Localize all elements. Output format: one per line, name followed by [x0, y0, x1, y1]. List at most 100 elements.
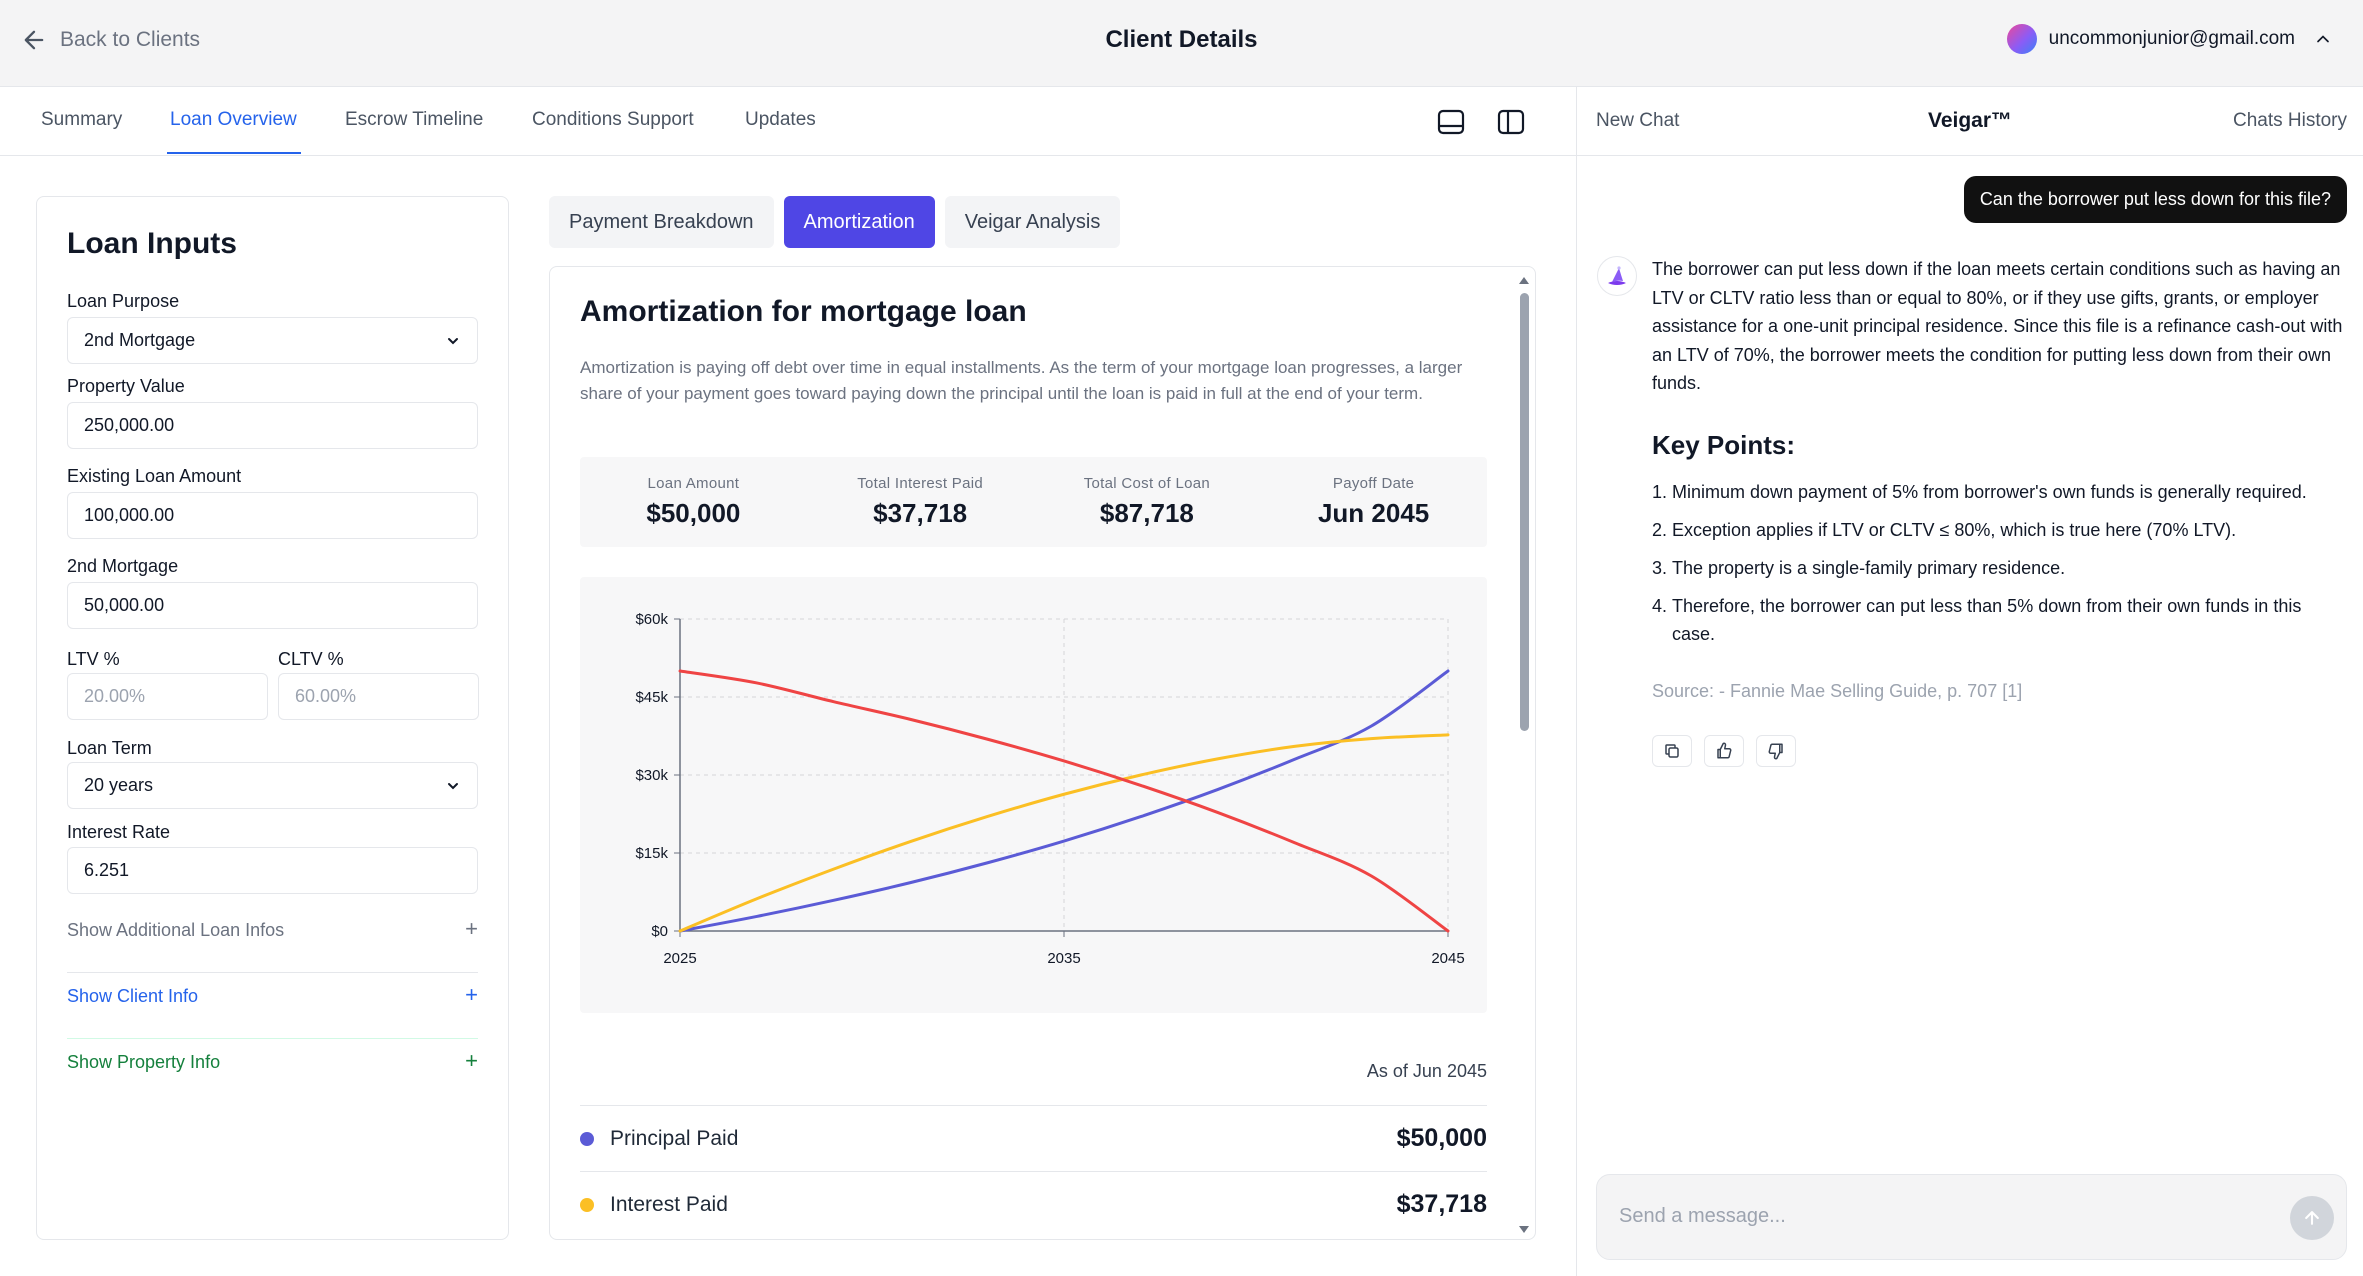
show-property-info-toggle[interactable]: Show Property Info +	[67, 1050, 478, 1073]
loan-term-select[interactable]: 20 years	[67, 762, 478, 809]
copy-button[interactable]	[1652, 735, 1692, 767]
thumbs-down-button[interactable]	[1756, 735, 1796, 767]
list-item: 3. The property is a single-family primar…	[1652, 554, 2346, 582]
show-additional-loan-info-label: Show Additional Loan Infos	[67, 920, 285, 940]
chevron-down-icon	[448, 337, 458, 344]
show-client-info-toggle[interactable]: Show Client Info +	[67, 982, 478, 1007]
plus-icon: +	[465, 982, 478, 1007]
y-tick-label: $60k	[635, 611, 668, 628]
scroll-down-icon[interactable]	[1519, 1226, 1529, 1233]
back-to-clients-link[interactable]: Back to Clients	[20, 26, 200, 54]
interest-paid-line	[678, 733, 1450, 933]
copy-icon	[1665, 744, 1679, 758]
tab-updates[interactable]: Updates	[745, 109, 816, 130]
message-input-placeholder: Send a message...	[1619, 1205, 1786, 1227]
x-tick-label: 2025	[663, 950, 696, 967]
stat-label: Total Interest Paid	[857, 475, 984, 492]
new-chat-button[interactable]: New Chat	[1596, 110, 1680, 131]
subtab-payment-breakdown[interactable]: Payment Breakdown	[549, 196, 774, 248]
list-item: 2. Exception applies if LTV or CLTV ≤ 80%…	[1652, 516, 2346, 544]
arrow-left-icon	[24, 30, 44, 50]
principal-dot	[580, 1131, 594, 1146]
send-button[interactable]	[2290, 1196, 2334, 1240]
show-client-info-label: Show Client Info	[67, 986, 199, 1006]
legend-value: $50,000	[1396, 1124, 1487, 1152]
balance-line	[678, 669, 1450, 933]
y-tick-label: $45k	[635, 689, 668, 706]
legend-interest-row: Interest Paid $37,718	[580, 1171, 1487, 1237]
key-point-text: Minimum down payment of 5% from borrower…	[1672, 482, 2307, 502]
stat-value: $87,718	[1099, 498, 1194, 528]
chats-history-button[interactable]: Chats History	[2232, 110, 2347, 131]
y-tick-label: $0	[651, 923, 668, 940]
key-point-text: Therefore, the borrower can put less tha…	[1672, 596, 2302, 644]
tab-summary[interactable]: Summary	[41, 109, 123, 130]
loan-inputs-title: Loan Inputs	[67, 227, 237, 260]
source-citation: Source: - Fannie Mae Selling Guide, p. 7…	[1652, 681, 2023, 701]
cltv-input[interactable]: 60.00%	[278, 673, 479, 720]
message-actions	[1652, 735, 1796, 767]
second-mortgage-input[interactable]: 50,000.00	[67, 582, 478, 629]
legend-principal-row: Principal Paid $50,000	[580, 1105, 1487, 1171]
amortization-card: Amortization for mortgage loan Amortizat…	[549, 266, 1536, 1240]
amortization-description: Amortization is paying off debt over tim…	[580, 358, 1463, 403]
key-point-text: Exception applies if LTV or CLTV ≤ 80%, …	[1672, 520, 2237, 540]
principal-paid-line	[678, 669, 1450, 933]
amortization-title: Amortization for mortgage loan	[580, 295, 1027, 328]
side-panel-layout-icon[interactable]	[1495, 106, 1527, 138]
key-points-title: Key Points:	[1652, 430, 1796, 460]
subtab-veigar-analysis[interactable]: Veigar Analysis	[944, 196, 1121, 248]
y-tick-label: $15k	[635, 845, 668, 862]
existing-loan-input[interactable]: 100,000.00	[67, 492, 478, 539]
scroll-thumb[interactable]	[1520, 293, 1529, 731]
main-tabs: Summary Loan Overview Escrow Timeline Co…	[0, 87, 1577, 156]
chevron-down-icon	[448, 782, 458, 789]
bottom-panel-layout-icon[interactable]	[1435, 106, 1467, 138]
interest-rate-label: Interest Rate	[67, 822, 171, 842]
key-point-text: The property is a single-family primary …	[1672, 558, 2066, 578]
list-item: 4. Therefore, the borrower can put less t…	[1652, 592, 2346, 648]
stat-loan-amount: Loan Amount $50,000	[580, 457, 807, 547]
loan-purpose-select[interactable]: 2nd Mortgage	[67, 317, 478, 364]
existing-loan-label: Existing Loan Amount	[67, 466, 242, 486]
key-points-list: 1. Minimum down payment of 5% from borrow…	[1652, 478, 2346, 658]
show-property-info-label: Show Property Info	[67, 1052, 221, 1072]
plus-icon: +	[465, 916, 478, 941]
x-tick-label: 2035	[1047, 950, 1080, 967]
amortization-chart: $0 $15k $30k $45k $60k 2025 2035 2045	[635, 611, 1464, 967]
stat-label: Payoff Date	[1332, 475, 1415, 492]
message-input[interactable]: Send a message...	[1596, 1174, 2347, 1260]
loan-term-label: Loan Term	[67, 738, 152, 758]
ltv-input[interactable]: 20.00%	[67, 673, 268, 720]
show-additional-loan-info-toggle[interactable]: Show Additional Loan Infos +	[67, 916, 478, 941]
loan-purpose-label: Loan Purpose	[67, 291, 180, 311]
tab-loan-overview[interactable]: Loan Overview	[167, 109, 301, 154]
tab-conditions-support[interactable]: Conditions Support	[532, 109, 694, 130]
user-menu[interactable]: uncommonjunior@gmail.com	[2006, 24, 2333, 54]
assistant-message: The borrower can put less down if the lo…	[1652, 259, 2343, 393]
stat-label: Total Cost of Loan	[1083, 475, 1211, 492]
stat-label: Loan Amount	[647, 475, 740, 492]
thumbs-up-button[interactable]	[1704, 735, 1744, 767]
interest-dot	[580, 1197, 594, 1212]
stat-total-interest: Total Interest Paid $37,718	[807, 457, 1034, 547]
scroll-up-icon[interactable]	[1519, 277, 1529, 284]
tab-escrow-timeline[interactable]: Escrow Timeline	[345, 109, 484, 130]
card-scrollbar[interactable]	[1515, 269, 1533, 1239]
loan-inputs-card: Loan Inputs Loan Purpose 2nd Mortgage Pr…	[36, 196, 509, 1240]
interest-rate-input[interactable]: 6.251	[67, 847, 478, 894]
subtab-amortization[interactable]: Amortization	[783, 196, 935, 248]
top-bar: Back to Clients Client Details uncommonj…	[0, 0, 2363, 87]
stat-value: Jun 2045	[1317, 498, 1430, 528]
arrow-up-icon	[2305, 1211, 2319, 1225]
stat-payoff-date: Payoff Date Jun 2045	[1260, 457, 1487, 547]
legend-label: Principal Paid	[610, 1126, 739, 1150]
stat-value: $37,718	[873, 498, 968, 528]
property-value-input[interactable]: 250,000.00	[67, 402, 478, 449]
back-label: Back to Clients	[60, 28, 201, 51]
thumbs-up-icon	[1717, 742, 1732, 759]
divider	[67, 1038, 478, 1039]
user-message-bubble: Can the borrower put less down for this …	[1963, 176, 2347, 223]
property-value-label: Property Value	[67, 376, 185, 396]
panel-divider	[1576, 87, 1577, 1276]
